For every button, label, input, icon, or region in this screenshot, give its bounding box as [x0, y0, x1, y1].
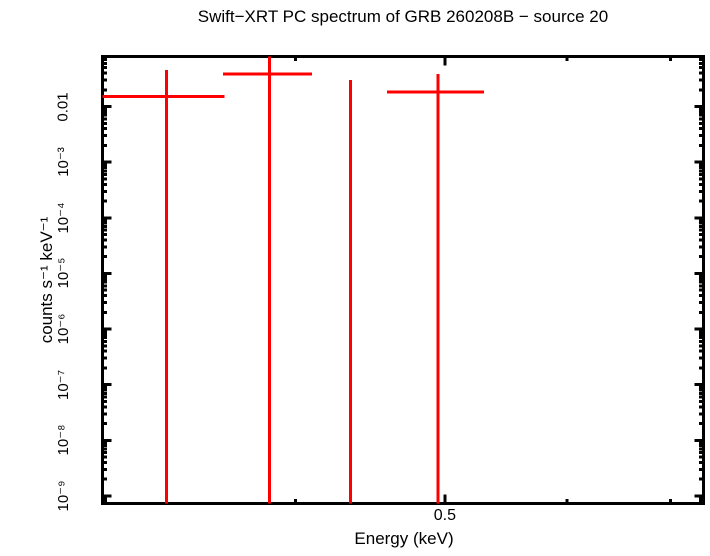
chart-title: Swift−XRT PC spectrum of GRB 260208B − s… — [197, 7, 609, 26]
x-axis-label: Energy (keV) — [354, 529, 454, 548]
x-tick-label: 0.5 — [433, 507, 456, 524]
y-tick-label: 10⁻⁷ — [55, 369, 72, 400]
plot-frame — [101, 55, 705, 505]
y-tick-label: 10⁻⁹ — [55, 480, 72, 512]
y-tick-label: 10⁻⁸ — [55, 424, 72, 456]
y-tick-label: 0.01 — [54, 91, 72, 122]
y-tick-label: 10⁻³ — [55, 147, 72, 178]
y-axis-label: counts s⁻¹ keV⁻¹ — [37, 216, 56, 344]
